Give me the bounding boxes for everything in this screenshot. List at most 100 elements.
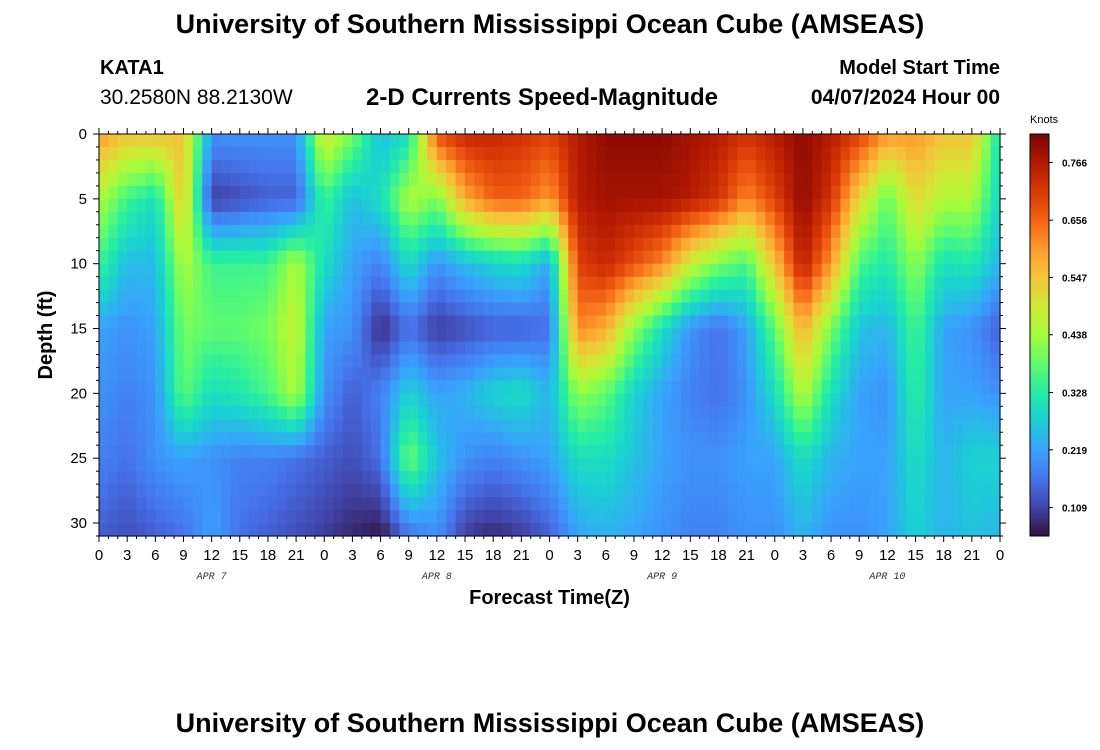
heatmap-cell xyxy=(296,393,307,407)
heatmap-cell xyxy=(662,289,673,304)
heatmap-cell xyxy=(568,276,579,291)
heatmap-cell xyxy=(211,250,222,265)
heatmap-cell xyxy=(633,237,644,252)
heatmap-cell xyxy=(446,211,457,226)
heatmap-cell xyxy=(136,263,147,278)
heatmap-cell xyxy=(211,471,222,485)
heatmap-cell xyxy=(737,302,748,317)
heatmap-cell xyxy=(380,393,391,407)
heatmap-cell xyxy=(699,224,710,239)
heatmap-cell xyxy=(765,341,776,356)
heatmap-cell xyxy=(380,237,391,252)
heatmap-cell xyxy=(915,289,926,304)
heatmap-cell xyxy=(258,484,269,498)
heatmap-cell xyxy=(859,172,870,187)
heatmap-cell xyxy=(699,276,710,291)
heatmap-cell xyxy=(277,276,288,291)
heatmap-cell xyxy=(117,354,128,369)
heatmap-cell xyxy=(840,458,851,472)
heatmap-cell xyxy=(136,276,147,291)
heatmap-cell xyxy=(389,328,400,343)
heatmap-cell xyxy=(624,380,635,394)
heatmap-cell xyxy=(455,289,466,304)
heatmap-cell xyxy=(831,406,842,420)
heatmap-cell xyxy=(934,134,945,148)
heatmap-cell xyxy=(483,497,494,511)
heatmap-cell xyxy=(371,445,382,459)
heatmap-cell xyxy=(971,302,982,317)
heatmap-cell xyxy=(896,419,907,433)
heatmap-cell xyxy=(108,211,119,226)
heatmap-cell xyxy=(239,302,250,317)
heatmap-cell xyxy=(596,367,607,381)
heatmap-cell xyxy=(671,354,682,369)
heatmap-cell xyxy=(465,367,476,381)
heatmap-cell xyxy=(239,458,250,472)
heatmap-cell xyxy=(990,497,1001,511)
heatmap-cell xyxy=(877,172,888,187)
heatmap-cell xyxy=(202,302,213,317)
heatmap-cell xyxy=(549,185,560,200)
heatmap-cell xyxy=(258,289,269,304)
heatmap-cell xyxy=(821,263,832,278)
heatmap-cell xyxy=(202,380,213,394)
heatmap-cell xyxy=(483,445,494,459)
heatmap-cell xyxy=(530,497,541,511)
heatmap-cell xyxy=(558,302,569,317)
heatmap-cell xyxy=(145,328,156,343)
heatmap-cell xyxy=(671,458,682,472)
heatmap-cell xyxy=(718,237,729,252)
heatmap-cell xyxy=(615,263,626,278)
heatmap-cell xyxy=(558,276,569,291)
heatmap-cell xyxy=(511,198,522,213)
heatmap-cell xyxy=(267,354,278,369)
heatmap-cell xyxy=(765,185,776,200)
heatmap-cell xyxy=(108,302,119,317)
heatmap-cell xyxy=(389,146,400,161)
heatmap-cell xyxy=(399,510,410,524)
heatmap-cell xyxy=(436,419,447,433)
heatmap-cell xyxy=(662,484,673,498)
heatmap-cell xyxy=(953,367,964,381)
heatmap-cell xyxy=(108,263,119,278)
heatmap-cell xyxy=(521,315,532,330)
heatmap-cell xyxy=(483,250,494,265)
heatmap-cell xyxy=(605,354,616,369)
heatmap-cell xyxy=(136,328,147,343)
heatmap-cell xyxy=(727,393,738,407)
heatmap-cell xyxy=(953,276,964,291)
heatmap-cell xyxy=(953,354,964,369)
heatmap-cell xyxy=(324,458,335,472)
heatmap-cell xyxy=(183,289,194,304)
heatmap-cell xyxy=(333,250,344,265)
heatmap-cell xyxy=(230,354,241,369)
heatmap-cell xyxy=(136,341,147,356)
heatmap-cell xyxy=(493,276,504,291)
heatmap-cell xyxy=(587,172,598,187)
heatmap-cell xyxy=(558,172,569,187)
heatmap-cell xyxy=(408,315,419,330)
heatmap-cell xyxy=(821,341,832,356)
heatmap-cell xyxy=(746,484,757,498)
heatmap-cell xyxy=(286,510,297,524)
heatmap-cell xyxy=(765,198,776,213)
heatmap-cell xyxy=(267,185,278,200)
heatmap-cell xyxy=(511,289,522,304)
heatmap-cell xyxy=(699,484,710,498)
heatmap-cell xyxy=(849,276,860,291)
heatmap-cell xyxy=(906,198,917,213)
heatmap-cell xyxy=(502,510,513,524)
heatmap-cell xyxy=(896,406,907,420)
heatmap-cell xyxy=(699,380,710,394)
heatmap-cell xyxy=(887,224,898,239)
heatmap-cell xyxy=(906,224,917,239)
heatmap-cell xyxy=(784,134,795,148)
heatmap-cell xyxy=(446,354,457,369)
heatmap-cell xyxy=(211,341,222,356)
heatmap-cell xyxy=(568,510,579,524)
heatmap-cell xyxy=(981,198,992,213)
heatmap-cell xyxy=(755,172,766,187)
heatmap-cell xyxy=(305,367,316,381)
heatmap-cell xyxy=(962,497,973,511)
heatmap-cell xyxy=(99,471,109,485)
